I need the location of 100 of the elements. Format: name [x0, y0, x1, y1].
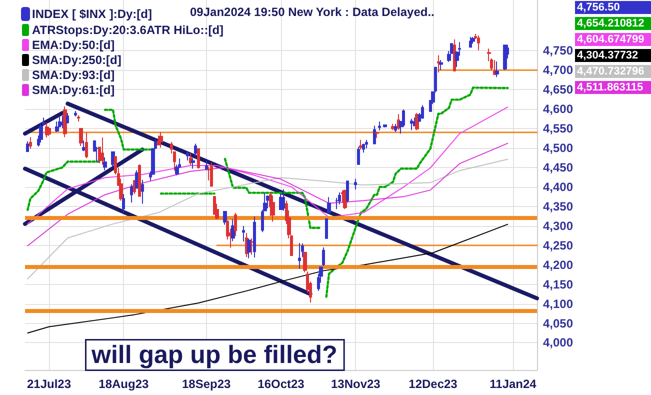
candlestick	[205, 160, 208, 171]
candlestick	[29, 136, 32, 150]
candlestick	[194, 143, 197, 157]
y-tick-label: 4,050	[543, 316, 574, 330]
candlestick	[477, 34, 480, 51]
annotation: will gap up be filled?	[90, 341, 338, 369]
y-tick-label: 4,150	[543, 277, 574, 292]
text: 4,604.674799	[577, 34, 644, 46]
candlestick	[79, 128, 83, 147]
y-tick-label: 4,100	[543, 296, 574, 311]
candlestick	[298, 242, 301, 270]
candlestick	[77, 114, 80, 122]
chart-title: 09Jan2024 19:50 New York : Data Delayed..	[190, 5, 434, 19]
x-tick-label: 11Jan24	[490, 377, 537, 391]
candlestick	[58, 116, 61, 128]
line-series	[27, 158, 508, 280]
candlestick	[250, 238, 253, 256]
y-tick-label: 4,700	[543, 63, 574, 78]
candlestick	[365, 139, 368, 149]
candlestick	[61, 115, 64, 129]
candlestick	[325, 218, 328, 239]
candlestick	[103, 156, 107, 171]
candlestick	[282, 188, 285, 212]
y-tick-label: 4,200	[543, 258, 574, 272]
candlestick	[189, 152, 192, 166]
y-tick-label: 4,000	[543, 336, 574, 350]
line-series	[27, 224, 508, 334]
y-tick-label: 4,400	[543, 180, 574, 194]
candlestick	[186, 151, 189, 161]
x-tick-label: 18Sep23	[182, 377, 232, 391]
candlestick	[26, 140, 29, 152]
candlestick	[74, 110, 77, 117]
candlestick	[471, 36, 475, 44]
candlestick	[266, 195, 269, 209]
x-tick-label: 13Nov23	[330, 377, 381, 391]
candlestick	[242, 225, 245, 242]
candlestick	[469, 36, 472, 48]
candlestick	[82, 140, 85, 152]
candlestick	[253, 216, 256, 258]
legend-label: SMA:Dy:250:[d]	[32, 53, 122, 67]
candlestick	[138, 164, 141, 198]
candlestick	[415, 112, 419, 131]
x-tick-label: 21Jul23	[26, 377, 72, 391]
candlestick	[55, 121, 59, 133]
candlestick	[141, 179, 144, 204]
y-tick-label: 4,600	[543, 102, 574, 116]
candlestick	[375, 131, 379, 138]
candlestick	[383, 124, 387, 128]
candlestick	[397, 114, 400, 130]
candlestick	[39, 123, 43, 144]
candlestick	[493, 59, 496, 76]
y-tick-label: 4,300	[543, 218, 574, 233]
candlestick	[213, 195, 216, 216]
candlestick	[327, 196, 331, 214]
candlestick	[391, 123, 395, 131]
candlestick	[303, 252, 307, 273]
y-tick-label: 4,500	[543, 141, 574, 155]
candlestick	[223, 210, 227, 226]
x-tick-label: 12Dec23	[408, 377, 458, 391]
candlestick	[42, 117, 45, 126]
legend-label: SMA:Dy:61:[d]	[32, 83, 115, 97]
candlestick	[157, 135, 160, 146]
line-series	[27, 106, 508, 224]
candlestick	[197, 148, 200, 170]
legend-label: EMA:Dy:50:[d]	[32, 38, 115, 52]
candlestick	[85, 132, 88, 159]
candlestick	[421, 104, 424, 120]
y-tick-label: 4,750	[543, 44, 574, 58]
candlestick	[63, 106, 67, 138]
candlestick	[373, 125, 376, 144]
candlestick	[394, 123, 397, 133]
candlestick	[47, 126, 51, 136]
legend-label: SMA:Dy:93:[d]	[32, 68, 115, 82]
text: 4,511.863115	[577, 82, 644, 94]
text: 4,304.37732	[577, 50, 638, 62]
candlestick	[495, 61, 499, 78]
y-tick-label: 4,450	[543, 160, 574, 174]
candlestick	[101, 136, 104, 166]
y-tick-label: 4,550	[543, 122, 574, 136]
legend-label: INDEX [ $INX ]:Dy:[d]	[32, 7, 152, 21]
candlestick	[359, 139, 363, 150]
candlestick	[338, 192, 341, 205]
y-tick-label: 4,250	[543, 238, 574, 252]
y-tick-label: 4,650	[543, 82, 574, 97]
candlestick	[191, 158, 195, 170]
candlestick	[437, 54, 440, 73]
candlestick	[130, 184, 133, 204]
candlestick	[271, 195, 275, 222]
candlestick	[378, 121, 381, 131]
text: 4,654.210812	[577, 18, 644, 30]
candlestick	[247, 238, 251, 259]
candlestick	[159, 132, 163, 148]
candlestick	[346, 180, 349, 204]
y-tick-label: 4,350	[543, 199, 574, 214]
candlestick	[210, 162, 213, 187]
candlestick	[503, 44, 507, 71]
x-tick-label: 16Oct23	[258, 377, 305, 391]
candlestick	[453, 38, 456, 72]
candlestick	[231, 218, 235, 242]
x-tick-label: 18Aug23	[98, 377, 149, 391]
